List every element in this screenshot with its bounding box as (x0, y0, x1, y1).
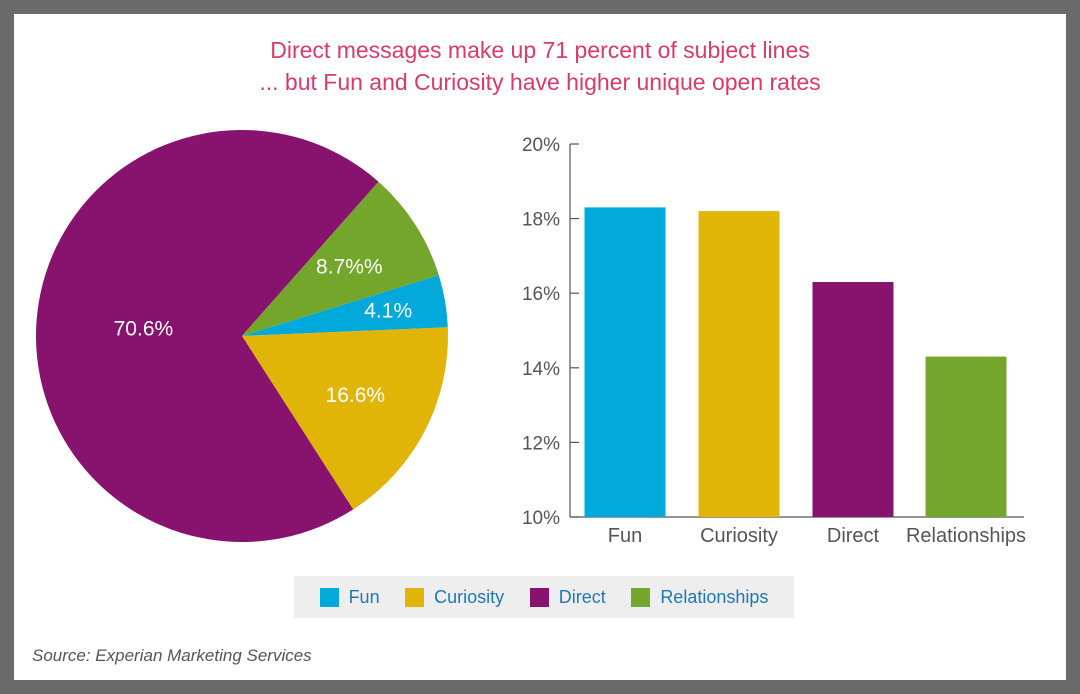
legend-item-fun: Fun (319, 586, 380, 608)
x-tick-label-relationships: Relationships (906, 525, 1026, 547)
bar-direct (812, 282, 894, 517)
pie-label-fun: 4.1% (364, 300, 412, 323)
bar-fun (584, 207, 666, 517)
legend-item-direct: Direct (529, 586, 606, 608)
y-tick-label: 12% (522, 433, 560, 454)
chart-panel: Direct messages make up 71 percent of su… (14, 14, 1066, 680)
legend-label-relationships: Relationships (660, 586, 769, 607)
y-tick-label: 10% (522, 508, 560, 529)
legend-item-curiosity: Curiosity (405, 587, 504, 608)
pie-label-curiosity: 16.6% (326, 384, 386, 407)
y-tick-label: 20% (522, 135, 560, 156)
x-tick-label-curiosity: Curiosity (700, 525, 778, 547)
y-tick-label: 14% (522, 359, 560, 380)
pie-label-direct: 70.6% (114, 317, 174, 340)
legend-swatch-relationships (631, 587, 651, 607)
source-note: Source: Experian Marketing Services (32, 646, 312, 665)
legend-label-fun: Fun (348, 586, 380, 607)
pie-slice-direct (36, 129, 379, 542)
legend-swatch-curiosity (405, 587, 425, 607)
y-tick-label: 16% (522, 284, 560, 305)
pie-label-relationships: 8.7%% (316, 256, 383, 279)
legend-label-direct: Direct (558, 586, 606, 607)
bar-relationships (925, 356, 1007, 517)
legend-item-relationships: Relationships (631, 587, 768, 608)
legend-swatch-direct (529, 587, 549, 607)
charts-svg: 4.1% 16.6% 70.6% 8.7%% 10% 12% 14% 16% 18% 20% Fun… (36, 129, 1026, 547)
chart-title-line-2: ... but Fun and Curiosity have higher un… (259, 69, 821, 95)
pie-slice-fun (242, 275, 448, 336)
y-tick-label: 18% (522, 210, 560, 231)
x-tick-label-direct: Direct (827, 525, 880, 547)
chart-title-line-1: Direct messages make up 71 percent of su… (270, 37, 810, 63)
legend-swatch-fun (319, 587, 339, 607)
pie-slice-curiosity (242, 327, 448, 510)
x-tick-label-fun: Fun (608, 525, 642, 547)
legend: Fun Curiosity Direct Relationships (294, 576, 794, 618)
bar-curiosity (698, 211, 780, 517)
legend-label-curiosity: Curiosity (434, 586, 505, 607)
pie-slice-relationships (242, 181, 439, 336)
